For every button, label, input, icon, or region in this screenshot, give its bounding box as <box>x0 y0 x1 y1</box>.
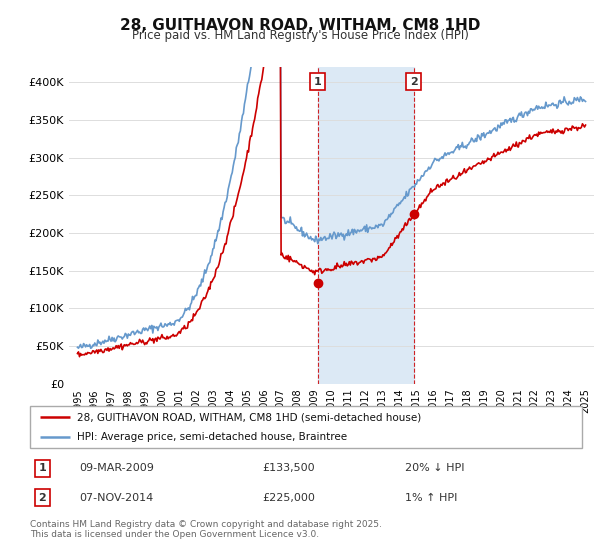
Text: 2: 2 <box>410 77 418 87</box>
Text: 20% ↓ HPI: 20% ↓ HPI <box>406 463 465 473</box>
Text: 07-NOV-2014: 07-NOV-2014 <box>80 493 154 503</box>
Text: 09-MAR-2009: 09-MAR-2009 <box>80 463 155 473</box>
Text: 2: 2 <box>38 493 46 503</box>
Text: 28, GUITHAVON ROAD, WITHAM, CM8 1HD: 28, GUITHAVON ROAD, WITHAM, CM8 1HD <box>120 18 480 33</box>
Text: 1: 1 <box>314 77 322 87</box>
Text: £225,000: £225,000 <box>262 493 315 503</box>
Text: HPI: Average price, semi-detached house, Braintree: HPI: Average price, semi-detached house,… <box>77 432 347 442</box>
Text: Price paid vs. HM Land Registry's House Price Index (HPI): Price paid vs. HM Land Registry's House … <box>131 29 469 42</box>
Text: 28, GUITHAVON ROAD, WITHAM, CM8 1HD (semi-detached house): 28, GUITHAVON ROAD, WITHAM, CM8 1HD (sem… <box>77 412 421 422</box>
Text: 1% ↑ HPI: 1% ↑ HPI <box>406 493 458 503</box>
Text: 1: 1 <box>38 463 46 473</box>
Bar <box>317 67 413 384</box>
FancyBboxPatch shape <box>30 406 582 448</box>
Text: £133,500: £133,500 <box>262 463 314 473</box>
Text: Contains HM Land Registry data © Crown copyright and database right 2025.
This d: Contains HM Land Registry data © Crown c… <box>30 520 382 539</box>
